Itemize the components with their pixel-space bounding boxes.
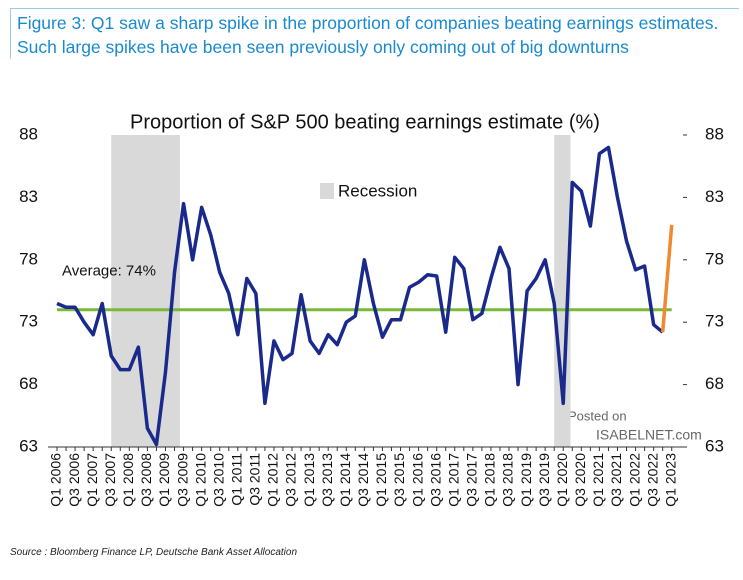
y2-tick-label: 83 (705, 187, 724, 206)
x-tick-label: Q3 2009 (174, 453, 190, 507)
x-tick-label: Q1 2013 (301, 453, 317, 507)
x-tick-label: Q1 2007 (84, 453, 100, 507)
x-tick-label: Q1 2009 (156, 453, 172, 507)
x-tick-label: Q3 2018 (500, 453, 516, 507)
watermark: Posted on (568, 408, 627, 423)
x-tick-label: Q1 2008 (120, 453, 136, 507)
x-tick-label: Q1 2017 (445, 453, 461, 507)
x-tick-label: Q3 2020 (572, 453, 588, 507)
series-line (660, 224, 674, 333)
x-tick-label: Q3 2012 (283, 453, 299, 507)
x-tick-label: Q1 2023 (662, 453, 678, 507)
x-tick-label: Q3 2006 (66, 453, 82, 507)
x-tick-label: Q1 2011 (229, 453, 245, 506)
x-tick-label: Q3 2014 (355, 453, 371, 507)
x-tick-label: Q3 2011 (247, 453, 263, 506)
y2-tick-label: 78 (705, 249, 724, 268)
x-tick-label: Q1 2019 (518, 453, 534, 507)
x-tick-label: Q3 2019 (536, 453, 552, 507)
recession-band (111, 135, 180, 447)
x-tick-label: Q1 2014 (337, 453, 353, 507)
y2-tick-label: 68 (705, 374, 724, 393)
recession-band (554, 135, 571, 447)
x-tick-label: Q1 2020 (554, 453, 570, 507)
x-tick-label: Q3 2007 (102, 453, 118, 507)
chart-title: Proportion of S&P 500 beating earnings e… (130, 111, 600, 133)
legend-swatch (320, 183, 334, 199)
x-tick-label: Q3 2016 (427, 453, 443, 507)
legend-label: Recession (338, 181, 417, 200)
watermark: ISABELNET.com (596, 427, 702, 443)
x-tick-label: Q3 2008 (138, 453, 154, 507)
source: Source : Bloomberg Finance LP, Deutsche … (10, 547, 298, 558)
x-tick-label: Q3 2010 (210, 453, 226, 507)
x-tick-label: Q1 2021 (590, 453, 606, 507)
y-tick-label: 88 (19, 124, 38, 143)
x-tick-label: Q1 2015 (373, 453, 389, 507)
y2-tick-label: 88 (705, 124, 724, 143)
caption: Figure 3: Q1 saw a sharp spike in the pr… (10, 8, 739, 59)
y-tick-label: 63 (19, 436, 38, 455)
y2-tick-label: 73 (705, 312, 724, 331)
x-tick-label: Q1 2006 (48, 453, 64, 507)
y-tick-label: 73 (19, 312, 38, 331)
x-tick-label: Q3 2017 (464, 453, 480, 507)
y-tick-label: 83 (19, 187, 38, 206)
x-tick-label: Q3 2022 (644, 453, 660, 507)
x-tick-label: Q1 2012 (265, 453, 281, 507)
x-tick-label: Q1 2018 (482, 453, 498, 507)
x-tick-label: Q3 2021 (608, 453, 624, 507)
x-tick-label: Q1 2010 (192, 453, 208, 507)
x-tick-label: Q1 2022 (626, 453, 642, 507)
x-tick-label: Q3 2013 (319, 453, 335, 507)
y-tick-label: 68 (19, 374, 38, 393)
y2-tick-label: 63 (705, 436, 724, 455)
chart: Proportion of S&P 500 beating earnings e… (19, 111, 724, 507)
x-tick-label: Q1 2016 (409, 453, 425, 507)
x-tick-label: Q3 2015 (391, 453, 407, 507)
average-label: Average: 74% (62, 263, 156, 280)
series-line (56, 145, 664, 447)
y-tick-label: 78 (19, 249, 38, 268)
